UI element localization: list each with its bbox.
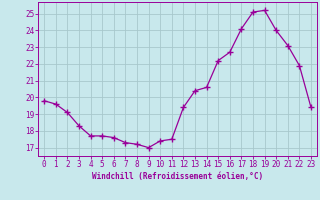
X-axis label: Windchill (Refroidissement éolien,°C): Windchill (Refroidissement éolien,°C) — [92, 172, 263, 181]
